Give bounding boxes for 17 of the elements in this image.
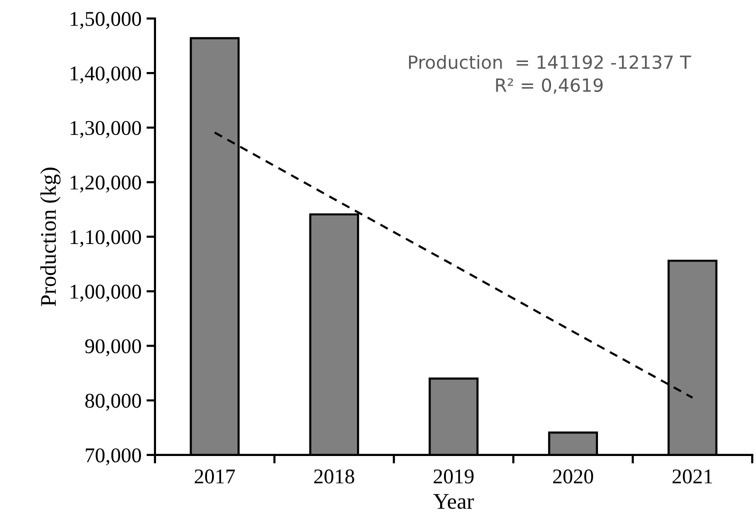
y-tick-label: 1,20,000 xyxy=(70,176,141,193)
y-tick-label: 1,40,000 xyxy=(70,66,141,84)
y-tick-label: 70,000 xyxy=(86,448,141,466)
x-axis-title: Year xyxy=(433,494,474,509)
y-tick-label: 1,50,000 xyxy=(70,12,141,29)
y-tick-label: 1,10,000 xyxy=(70,230,141,248)
y-tick-label: 1,00,000 xyxy=(70,284,141,302)
annotation: Production = 141192 -12137 T R² = 0,4619 xyxy=(409,55,692,94)
y-tick-label: 80,000 xyxy=(85,394,141,411)
y-axis-title: Production (kg) xyxy=(40,168,61,306)
y-tick-label: 90,000 xyxy=(85,339,141,356)
y-tick-label: 1,30,000 xyxy=(70,120,141,138)
x-tick-label: 2020 xyxy=(553,469,594,484)
x-tick-label: 2018 xyxy=(314,469,354,484)
x-tick-label: 2019 xyxy=(434,469,474,484)
x-tick-label: 2021 xyxy=(672,469,712,484)
x-tick-label: 2017 xyxy=(194,469,235,484)
